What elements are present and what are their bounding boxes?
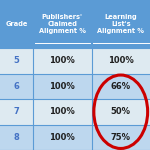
Text: 100%: 100%	[49, 107, 75, 116]
Text: 100%: 100%	[108, 56, 134, 65]
Bar	[0, 0, 150, 48]
Text: 100%: 100%	[49, 82, 75, 91]
Text: 5: 5	[14, 56, 20, 65]
Text: 6: 6	[14, 82, 20, 91]
Bar	[0, 74, 150, 99]
Bar	[0, 99, 150, 124]
Text: Publishers'
Claimed
Alignment %: Publishers' Claimed Alignment %	[39, 14, 86, 34]
Text: 66%: 66%	[111, 82, 131, 91]
Text: 75%: 75%	[111, 133, 131, 142]
Bar	[0, 124, 150, 150]
Bar	[0, 48, 150, 74]
Text: Grade: Grade	[5, 21, 28, 27]
Text: 50%: 50%	[111, 107, 131, 116]
Text: 8: 8	[14, 133, 19, 142]
Text: 100%: 100%	[49, 133, 75, 142]
Text: 100%: 100%	[49, 56, 75, 65]
Text: Learning
List's
Alignment %: Learning List's Alignment %	[97, 14, 144, 34]
Text: 7: 7	[14, 107, 19, 116]
